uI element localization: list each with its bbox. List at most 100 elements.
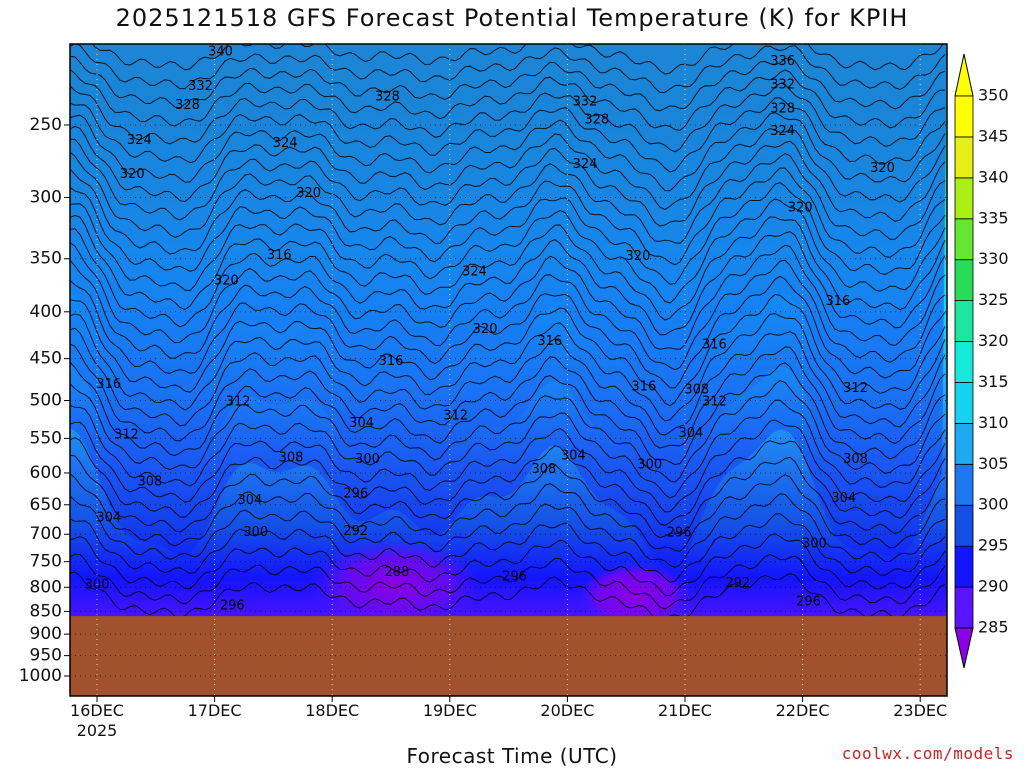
contour-label: 308 bbox=[684, 383, 709, 398]
x-axis-label: Forecast Time (UTC) bbox=[406, 744, 618, 768]
contour-line bbox=[70, 437, 946, 526]
x-tick-label: 23DEC bbox=[893, 701, 947, 720]
contour-line bbox=[70, 327, 946, 436]
contour-line bbox=[70, 313, 946, 422]
contour-line bbox=[70, 198, 946, 304]
colorbar-swatch bbox=[954, 136, 974, 179]
plot-frame bbox=[69, 43, 948, 697]
contour-label: 328 bbox=[375, 90, 400, 105]
y-tick-label: 350 bbox=[30, 249, 62, 269]
contour-label: 332 bbox=[770, 77, 795, 92]
contour-label: 316 bbox=[96, 377, 121, 392]
x-tick-label: 21DEC bbox=[658, 701, 712, 720]
contour-label: 304 bbox=[831, 491, 856, 506]
contour-label: 292 bbox=[343, 524, 368, 539]
contour-label: 296 bbox=[343, 487, 368, 502]
colorbar-label: 345 bbox=[978, 126, 1009, 145]
y-tick-label: 400 bbox=[30, 302, 62, 322]
contour-label: 300 bbox=[85, 577, 110, 592]
contour-label: 320 bbox=[296, 186, 321, 201]
contour-line bbox=[70, 293, 946, 407]
contour-label: 292 bbox=[726, 576, 751, 591]
colorbar-label: 300 bbox=[978, 495, 1009, 514]
colorbar-swatch bbox=[954, 177, 974, 220]
x-tick-label: 17DEC bbox=[188, 701, 242, 720]
source-credit: coolwx.com/models bbox=[841, 744, 1014, 763]
contour-line bbox=[70, 343, 946, 449]
colorbar-top-cap bbox=[954, 53, 974, 97]
x-tick-label: 16DEC bbox=[70, 701, 124, 720]
contour-label: 320 bbox=[788, 200, 813, 215]
colorbar-swatch bbox=[954, 218, 974, 261]
x-tick-label: 22DEC bbox=[776, 701, 830, 720]
contour-label: 324 bbox=[462, 265, 487, 280]
contour-line bbox=[70, 228, 946, 336]
contour-label: 296 bbox=[220, 598, 245, 613]
contour-line bbox=[70, 380, 946, 483]
y-tick-label: 1000 bbox=[19, 666, 62, 686]
contour-label: 324 bbox=[127, 133, 152, 148]
contour-label: 296 bbox=[667, 526, 692, 541]
field-band bbox=[70, 44, 947, 494]
contour-label: 320 bbox=[870, 161, 895, 176]
contour-line bbox=[70, 361, 946, 466]
contour-line bbox=[70, 242, 946, 350]
colorbar-swatch bbox=[954, 300, 974, 342]
grid-lines bbox=[70, 44, 947, 696]
contour-line bbox=[70, 167, 946, 266]
contour-label: 340 bbox=[208, 44, 233, 59]
colorbar-label: 350 bbox=[978, 86, 1009, 105]
x-tick-label: 20DEC bbox=[540, 701, 594, 720]
contour-line bbox=[70, 419, 946, 513]
contour-label: 300 bbox=[637, 457, 662, 472]
contour-label: 324 bbox=[273, 136, 298, 151]
contour-label: 304 bbox=[678, 426, 703, 441]
colorbar-swatch bbox=[954, 259, 974, 302]
colorbar-label: 290 bbox=[978, 577, 1009, 596]
y-tick-label: 650 bbox=[30, 495, 62, 515]
contour-labels: 340 332 328 324 324 320 320 328 316 320 324 320 332 3… bbox=[85, 44, 895, 613]
contour-label: 296 bbox=[502, 570, 527, 585]
contour-label: 312 bbox=[226, 395, 251, 410]
contour-line bbox=[70, 513, 946, 583]
field-variations bbox=[70, 44, 947, 571]
contour-label: 312 bbox=[443, 409, 468, 424]
y-tick-label: 500 bbox=[30, 391, 62, 411]
contour-line bbox=[70, 69, 946, 131]
plot-area: 340 332 328 324 324 320 320 328 316 320 324 320 332 3… bbox=[70, 44, 947, 696]
colorbar-label: 285 bbox=[978, 618, 1009, 637]
colorbar-swatch bbox=[954, 341, 974, 383]
contour-line bbox=[70, 571, 946, 622]
contour-line bbox=[70, 111, 946, 192]
contour-line bbox=[70, 55, 946, 112]
contour-label: 328 bbox=[770, 101, 795, 116]
y-tick-label: 900 bbox=[30, 624, 62, 644]
field-band bbox=[70, 44, 947, 233]
contour-label: 320 bbox=[214, 273, 239, 288]
contour-label: 316 bbox=[379, 354, 404, 369]
colorbar: 285 290 295 300 305 310 315 320 325 330 335 340 345 3… bbox=[954, 53, 1009, 669]
contour-line bbox=[70, 454, 946, 539]
contour-label: 304 bbox=[96, 511, 121, 526]
x-axis: 16DEC 17DEC 18DEC 19DEC 20DEC 21DEC 22DEC 23DEC… bbox=[70, 696, 947, 740]
contour-label: 332 bbox=[573, 95, 598, 110]
field-band bbox=[70, 44, 947, 146]
contour-label: 332 bbox=[188, 79, 213, 94]
contour-line bbox=[70, 214, 946, 321]
contour-line bbox=[70, 151, 946, 244]
contour-label: 336 bbox=[770, 54, 795, 69]
colorbar-swatch bbox=[954, 95, 974, 138]
contour-label: 320 bbox=[473, 322, 498, 337]
contour-line bbox=[70, 82, 946, 153]
cold-core-18dec bbox=[310, 540, 480, 630]
contour-label: 320 bbox=[626, 249, 651, 264]
contour-line bbox=[70, 44, 946, 94]
contour-line bbox=[70, 399, 946, 499]
y-tick-label: 600 bbox=[30, 463, 62, 483]
contour-line bbox=[70, 125, 946, 210]
contour-lines bbox=[70, 44, 946, 622]
contour-line bbox=[70, 182, 946, 285]
contour-label: 324 bbox=[770, 124, 795, 139]
y-tick-label: 850 bbox=[30, 601, 62, 621]
